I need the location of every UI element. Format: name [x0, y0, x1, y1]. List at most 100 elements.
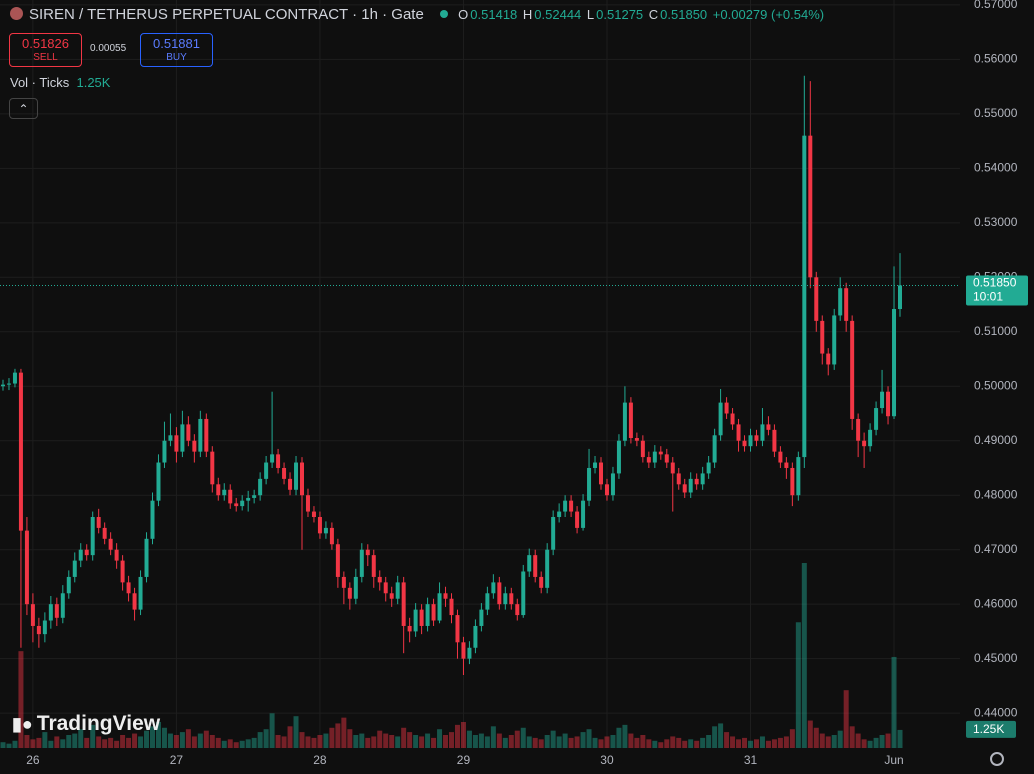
candle-body — [282, 467, 287, 479]
volume-bar — [724, 732, 730, 748]
volume-bar — [191, 736, 197, 748]
candle-body — [222, 489, 227, 496]
ohlc: O 0.51418 H 0.52444 L 0.51275 C 0.51850 +0.0… — [458, 7, 826, 22]
volume-bar — [353, 734, 359, 748]
candle-body — [449, 598, 454, 616]
buy-button[interactable]: 0.51881 BUY — [140, 33, 213, 67]
candle-body — [503, 593, 508, 605]
candle-body — [6, 383, 11, 385]
candle-body — [234, 503, 239, 507]
volume-bar — [574, 736, 580, 748]
candle-body — [407, 625, 412, 632]
y-tick-label: 0.51000 — [974, 324, 1018, 338]
collapse-button[interactable]: ⌃ — [9, 98, 38, 119]
volume-bar — [185, 729, 191, 748]
volume-bar — [209, 734, 215, 748]
candle-body — [521, 571, 526, 616]
candle-body — [712, 435, 717, 463]
volume-bar — [712, 726, 718, 748]
volume-bar — [287, 726, 293, 748]
volume-bar — [508, 734, 514, 748]
volume-bar — [179, 732, 185, 748]
ohlc-key: O — [458, 7, 469, 22]
candle-body — [479, 609, 484, 626]
volume-bar — [855, 733, 861, 748]
candle-body — [760, 424, 765, 441]
volume-bar — [443, 734, 449, 748]
volume-bar — [329, 727, 335, 748]
volume-bar — [0, 742, 6, 748]
candle-body — [126, 582, 131, 594]
volume-bar — [490, 726, 496, 748]
candle-body — [461, 642, 466, 659]
volume-bar — [407, 732, 413, 748]
y-tick-label: 0.54000 — [974, 161, 1018, 175]
candle-body — [886, 391, 891, 417]
y-tick-label: 0.50000 — [974, 378, 1018, 392]
candle-body — [706, 462, 711, 474]
volume-bar — [383, 733, 389, 748]
header-row: SIREN / TETHERUS PERPETUAL CONTRACT · 1h… — [10, 6, 826, 23]
candle-body — [216, 484, 221, 496]
candle-body — [120, 560, 125, 583]
candle-body — [443, 593, 448, 599]
candle-body — [108, 538, 113, 550]
volume-bar — [813, 727, 819, 748]
volume-bar — [12, 740, 18, 748]
candle-body — [628, 402, 633, 439]
volume-bar — [873, 737, 879, 748]
volume-bar — [144, 730, 150, 748]
candle-body — [646, 457, 651, 463]
candle-body — [365, 549, 370, 556]
spread: 0.00055 — [90, 43, 127, 54]
volume-bar — [30, 739, 36, 748]
candle-body — [401, 582, 406, 626]
candle-body — [252, 495, 257, 498]
volume-bar — [664, 739, 670, 748]
candle-body — [162, 440, 167, 463]
volume-bar — [598, 739, 604, 748]
volume-bar — [449, 732, 454, 748]
candle-body — [820, 320, 825, 354]
volume-bar — [6, 743, 12, 748]
volume-bar — [120, 734, 126, 748]
candle-body — [359, 549, 364, 577]
volume-bar — [84, 737, 90, 748]
settings-button[interactable] — [990, 752, 1004, 766]
volume-bar — [556, 736, 562, 748]
candle-body — [168, 435, 173, 441]
candle-body — [264, 462, 269, 479]
candle-body — [682, 484, 687, 493]
candle-body — [640, 440, 645, 458]
volume-bar — [897, 729, 903, 748]
candle-body — [317, 517, 322, 534]
candle-body — [329, 527, 334, 545]
candle-body — [844, 288, 849, 321]
candle-body — [467, 647, 472, 659]
candle-body — [413, 609, 418, 632]
volume-bar — [730, 736, 736, 748]
candle-body — [898, 285, 902, 310]
candle-body — [210, 451, 215, 485]
volume-bar — [801, 563, 807, 748]
volume-bar — [245, 739, 251, 748]
volume-bar — [640, 734, 646, 748]
volume-bar — [765, 740, 771, 748]
volume-bar — [807, 720, 813, 748]
volume-bar — [777, 737, 783, 748]
volume-bar — [837, 730, 843, 748]
volume-bar — [227, 739, 233, 748]
candle-body — [874, 408, 879, 430]
volume-bar — [60, 739, 66, 748]
volume-bar — [341, 717, 347, 748]
candle-body — [772, 429, 777, 452]
sell-button[interactable]: 0.51826 SELL — [9, 33, 82, 67]
candle-body — [754, 435, 759, 441]
ohlc-key: L — [586, 7, 595, 22]
ohlc-key: C — [648, 7, 659, 22]
candle-body — [616, 440, 621, 474]
volume-bar — [676, 737, 682, 748]
volume-bar — [167, 733, 173, 748]
volume-bar — [748, 740, 753, 748]
